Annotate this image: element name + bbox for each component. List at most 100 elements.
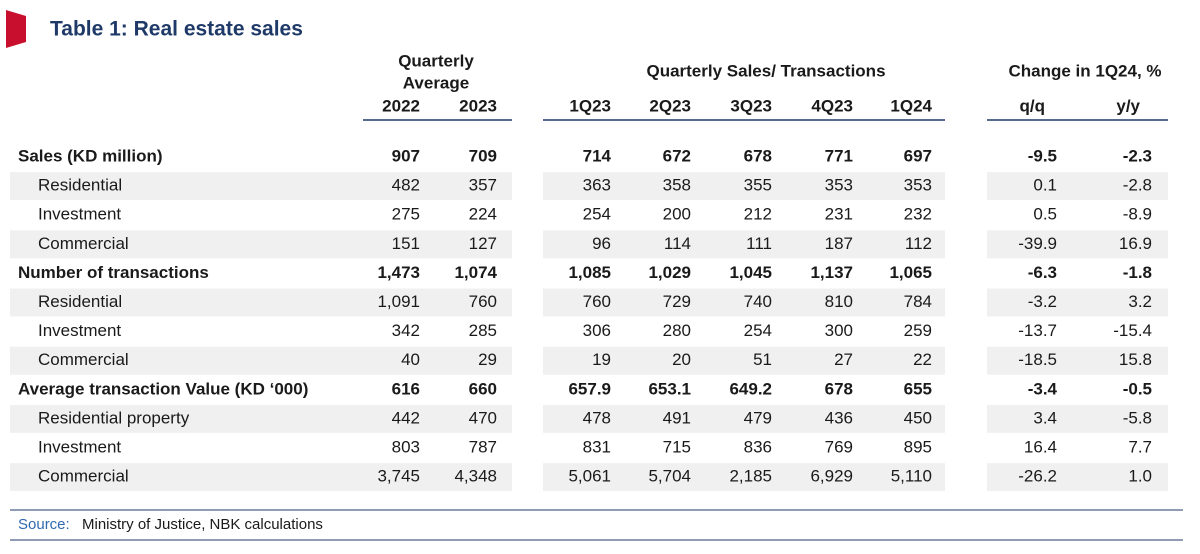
- column-header: 2023: [459, 96, 497, 115]
- cell-value: -0.5: [1123, 379, 1152, 398]
- cell-value: 353: [825, 176, 853, 195]
- cell-value: 306: [583, 321, 611, 340]
- column-header: q/q: [1020, 96, 1046, 115]
- cell-value: 112: [905, 234, 932, 253]
- title-marker: [6, 10, 26, 48]
- cell-value: 19: [592, 350, 611, 369]
- row-shade: [543, 346, 945, 375]
- cell-value: 5,704: [648, 467, 691, 486]
- row-shade: [10, 463, 512, 492]
- cell-value: 4,348: [454, 467, 497, 486]
- cell-value: 810: [825, 292, 853, 311]
- cell-value: 3,745: [377, 467, 420, 486]
- cell-value: 254: [583, 205, 611, 224]
- row-shade: [10, 172, 512, 201]
- row-shade: [543, 288, 945, 317]
- cell-value: 479: [744, 408, 772, 427]
- cell-value: 470: [469, 408, 497, 427]
- cell-value: 0.1: [1033, 176, 1057, 195]
- row-label: Residential: [38, 176, 122, 195]
- cell-value: 7.7: [1128, 437, 1152, 456]
- row-shade: [543, 463, 945, 492]
- cell-value: 709: [469, 146, 497, 165]
- cell-value: 259: [904, 321, 932, 340]
- cell-value: 1,045: [729, 263, 772, 282]
- cell-value: 232: [904, 205, 932, 224]
- row-shade: [987, 404, 1168, 433]
- table-title: Table 1: Real estate sales: [50, 18, 303, 41]
- cell-value: 355: [744, 176, 772, 195]
- group-header: Change in 1Q24, %: [1008, 61, 1161, 80]
- row-label: Number of transactions: [18, 263, 209, 282]
- cell-value: 358: [663, 176, 691, 195]
- cell-value: -26.2: [1018, 467, 1057, 486]
- cell-value: 836: [744, 437, 772, 456]
- column-header: 1Q24: [890, 96, 932, 115]
- cell-value: 96: [592, 234, 611, 253]
- cell-value: 729: [663, 292, 691, 311]
- cell-value: 111: [746, 234, 772, 253]
- row-shade: [987, 172, 1168, 201]
- cell-value: 5,061: [568, 467, 611, 486]
- cell-value: 254: [744, 321, 772, 340]
- cell-value: 653.1: [648, 379, 691, 398]
- row-label: Residential property: [38, 408, 190, 427]
- row-label: Commercial: [38, 467, 129, 486]
- row-shade: [543, 230, 945, 259]
- cell-value: 16.9: [1119, 234, 1152, 253]
- cell-value: 27: [834, 350, 853, 369]
- column-header: 4Q23: [811, 96, 853, 115]
- cell-value: 436: [825, 408, 853, 427]
- cell-value: 450: [904, 408, 932, 427]
- cell-value: 760: [583, 292, 611, 311]
- row-shade: [543, 404, 945, 433]
- cell-value: 678: [744, 146, 772, 165]
- cell-value: 275: [392, 205, 420, 224]
- cell-value: 285: [469, 321, 497, 340]
- row-shade: [987, 463, 1168, 492]
- cell-value: 212: [744, 205, 772, 224]
- cell-value: 40: [401, 350, 420, 369]
- cell-value: 353: [904, 176, 932, 195]
- cell-value: -6.3: [1028, 263, 1057, 282]
- cell-value: 616: [392, 379, 420, 398]
- row-label: Average transaction Value (KD ‘000): [18, 379, 308, 398]
- cell-value: 657.9: [568, 379, 611, 398]
- cell-value: 280: [663, 321, 691, 340]
- column-header: 2Q23: [649, 96, 691, 115]
- cell-value: 771: [825, 146, 853, 165]
- cell-value: 29: [478, 350, 497, 369]
- cell-value: 22: [913, 350, 932, 369]
- cell-value: -13.7: [1018, 321, 1057, 340]
- cell-value: 831: [583, 437, 611, 456]
- cell-value: 1,085: [568, 263, 611, 282]
- cell-value: -3.2: [1028, 292, 1057, 311]
- cell-value: -39.9: [1018, 234, 1057, 253]
- row-shade: [987, 288, 1168, 317]
- cell-value: 649.2: [729, 379, 772, 398]
- cell-value: 16.4: [1024, 437, 1057, 456]
- cell-value: 1,137: [810, 263, 853, 282]
- group-header: Quarterly Sales/ Transactions: [646, 61, 885, 80]
- cell-value: 442: [392, 408, 420, 427]
- cell-value: 655: [904, 379, 932, 398]
- cell-value: 357: [469, 176, 497, 195]
- cell-value: 342: [392, 321, 420, 340]
- row-shade: [10, 288, 512, 317]
- cell-value: 482: [392, 176, 420, 195]
- cell-value: 803: [392, 437, 420, 456]
- cell-value: 20: [672, 350, 691, 369]
- group-header: Average: [403, 73, 469, 92]
- row-label: Commercial: [38, 234, 129, 253]
- cell-value: 678: [825, 379, 853, 398]
- cell-value: -2.3: [1123, 146, 1152, 165]
- cell-value: 1,065: [889, 263, 932, 282]
- row-shade: [10, 346, 512, 375]
- cell-value: 715: [663, 437, 691, 456]
- cell-value: 3.4: [1033, 408, 1057, 427]
- cell-value: 2,185: [729, 467, 772, 486]
- cell-value: 478: [583, 408, 611, 427]
- cell-value: 697: [904, 146, 932, 165]
